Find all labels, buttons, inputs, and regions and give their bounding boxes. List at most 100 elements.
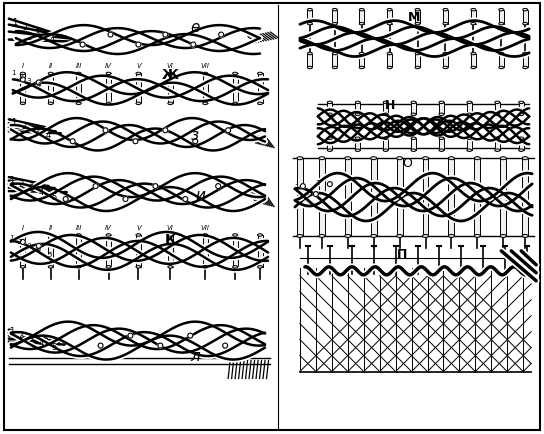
Circle shape xyxy=(70,139,75,145)
Text: 2: 2 xyxy=(18,74,23,80)
Circle shape xyxy=(191,43,196,48)
Bar xyxy=(332,11,337,25)
Ellipse shape xyxy=(448,158,454,160)
Circle shape xyxy=(163,33,168,38)
Bar xyxy=(20,235,25,267)
Bar xyxy=(519,103,524,115)
Ellipse shape xyxy=(257,103,263,105)
Text: 4: 4 xyxy=(36,82,41,88)
Circle shape xyxy=(136,43,141,48)
Ellipse shape xyxy=(467,150,472,152)
Ellipse shape xyxy=(297,235,303,238)
Bar xyxy=(523,11,528,25)
Bar xyxy=(499,54,504,68)
Text: 1: 1 xyxy=(10,234,14,240)
Circle shape xyxy=(63,197,68,202)
Text: 1: 1 xyxy=(12,18,17,27)
Text: 2: 2 xyxy=(21,122,27,131)
Text: 4: 4 xyxy=(46,131,51,139)
Text: К: К xyxy=(165,232,176,247)
Ellipse shape xyxy=(471,53,476,56)
Circle shape xyxy=(93,184,98,189)
Bar xyxy=(415,54,420,68)
Ellipse shape xyxy=(467,114,472,116)
Bar xyxy=(307,54,312,68)
Ellipse shape xyxy=(203,234,208,237)
Bar xyxy=(327,139,332,151)
Ellipse shape xyxy=(20,266,25,269)
Ellipse shape xyxy=(474,158,480,160)
Text: VII: VII xyxy=(201,224,210,230)
Ellipse shape xyxy=(233,266,238,269)
Bar xyxy=(467,103,472,115)
Ellipse shape xyxy=(345,235,351,238)
Text: II: II xyxy=(48,63,53,69)
Ellipse shape xyxy=(443,53,448,56)
Ellipse shape xyxy=(423,235,429,238)
Text: IV: IV xyxy=(105,224,112,230)
Circle shape xyxy=(327,182,332,187)
Ellipse shape xyxy=(383,102,388,104)
Bar xyxy=(523,54,528,68)
Bar xyxy=(345,159,351,237)
Bar xyxy=(415,11,420,25)
Circle shape xyxy=(313,192,318,197)
Bar xyxy=(106,74,111,104)
Bar xyxy=(168,235,173,267)
Ellipse shape xyxy=(495,150,500,152)
Ellipse shape xyxy=(106,266,111,269)
Circle shape xyxy=(36,244,41,249)
Circle shape xyxy=(183,197,188,202)
Bar xyxy=(355,103,360,115)
Ellipse shape xyxy=(332,10,337,12)
Ellipse shape xyxy=(397,158,403,160)
Ellipse shape xyxy=(233,73,238,76)
Ellipse shape xyxy=(359,53,364,56)
Bar xyxy=(474,159,480,237)
Bar xyxy=(106,235,111,267)
Ellipse shape xyxy=(332,23,337,26)
Ellipse shape xyxy=(397,235,403,238)
Bar xyxy=(257,235,263,267)
Bar xyxy=(397,159,403,237)
Bar xyxy=(471,54,476,68)
Ellipse shape xyxy=(48,266,53,269)
Ellipse shape xyxy=(439,138,444,140)
Text: I: I xyxy=(22,224,24,230)
Ellipse shape xyxy=(387,53,392,56)
Bar xyxy=(383,139,388,151)
Text: 1: 1 xyxy=(295,184,299,190)
Ellipse shape xyxy=(203,266,208,269)
Ellipse shape xyxy=(387,67,392,69)
Ellipse shape xyxy=(257,234,263,237)
Text: 3: 3 xyxy=(27,78,31,84)
Bar xyxy=(76,74,81,104)
Bar xyxy=(411,139,416,151)
Circle shape xyxy=(20,240,25,245)
Circle shape xyxy=(219,33,224,38)
Text: 2: 2 xyxy=(18,330,23,339)
Circle shape xyxy=(188,333,193,339)
Text: 4: 4 xyxy=(39,187,45,196)
Ellipse shape xyxy=(327,114,332,116)
Bar xyxy=(355,139,360,151)
Ellipse shape xyxy=(471,67,476,69)
Ellipse shape xyxy=(415,10,420,12)
Ellipse shape xyxy=(423,158,429,160)
Text: 1: 1 xyxy=(11,118,16,127)
Ellipse shape xyxy=(327,150,332,152)
Ellipse shape xyxy=(20,234,25,237)
Text: 4: 4 xyxy=(50,35,55,44)
Ellipse shape xyxy=(76,103,81,105)
Bar xyxy=(307,11,312,25)
Bar xyxy=(467,139,472,151)
Ellipse shape xyxy=(359,23,364,26)
Ellipse shape xyxy=(500,158,506,160)
Text: 2: 2 xyxy=(18,179,23,188)
Ellipse shape xyxy=(332,67,337,69)
Text: М: М xyxy=(409,11,421,24)
Ellipse shape xyxy=(297,158,303,160)
Ellipse shape xyxy=(448,235,454,238)
Text: 4: 4 xyxy=(36,247,41,252)
Ellipse shape xyxy=(332,53,337,56)
